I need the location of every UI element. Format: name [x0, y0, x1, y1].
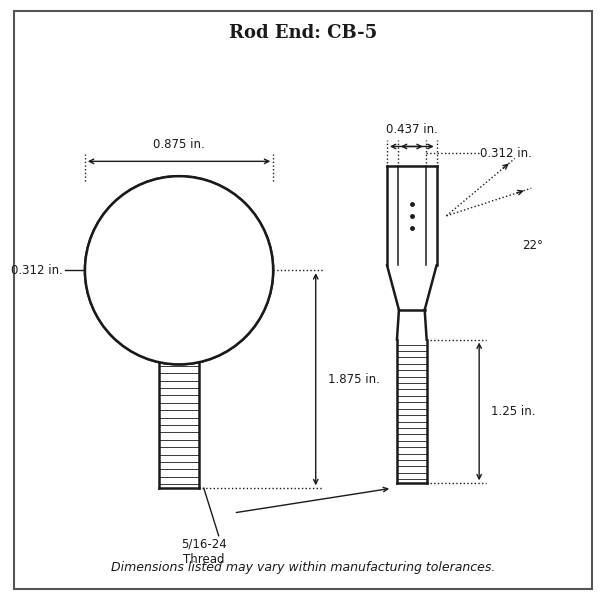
Circle shape	[149, 241, 209, 300]
Text: 0.437 in.: 0.437 in.	[386, 122, 438, 136]
Text: 5/16-24
Thread: 5/16-24 Thread	[181, 538, 227, 566]
Circle shape	[85, 176, 273, 364]
Text: 22°: 22°	[522, 239, 543, 252]
Bar	[159, 352, 199, 488]
Text: Dimensions listed may vary within manufacturing tolerances.: Dimensions listed may vary within manufa…	[110, 561, 495, 574]
Text: 0.875 in.: 0.875 in.	[153, 139, 205, 151]
Text: 0.312 in.: 0.312 in.	[11, 264, 63, 277]
Text: Rod End: CB-5: Rod End: CB-5	[229, 23, 377, 41]
Text: 0.312 in.: 0.312 in.	[480, 147, 532, 160]
Text: 1.25 in.: 1.25 in.	[491, 405, 536, 418]
Text: 1.875 in.: 1.875 in.	[328, 373, 379, 386]
